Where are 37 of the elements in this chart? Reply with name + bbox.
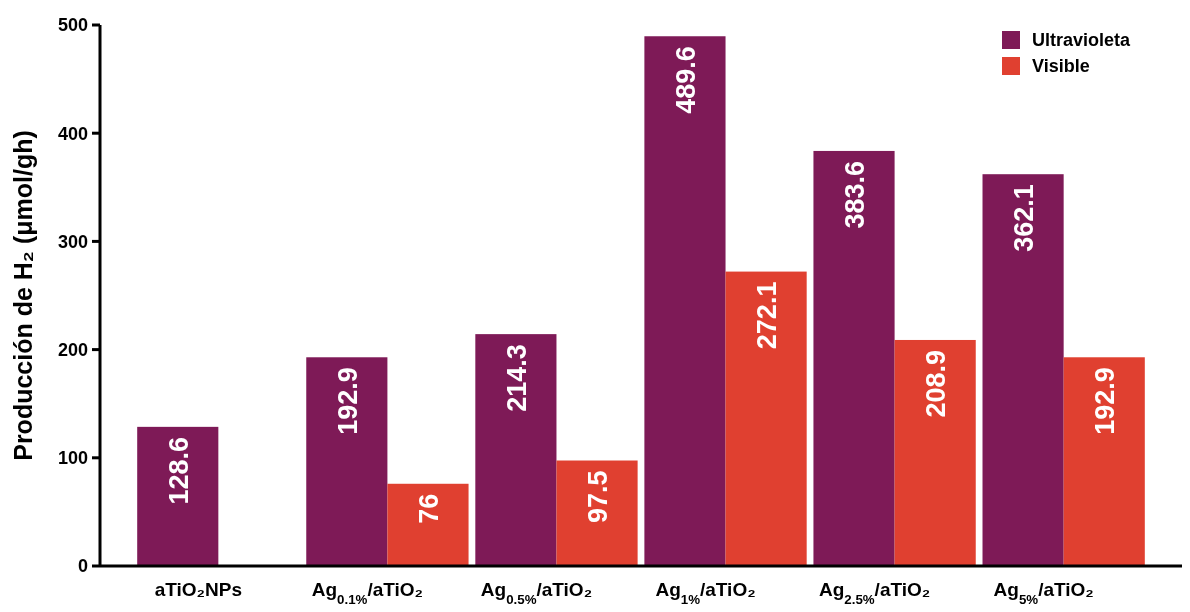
bar <box>475 334 557 566</box>
x-tick-label: Ag$_{0.5%}$/aTiO₂ <box>480 579 593 607</box>
data-label: 192.9 <box>1090 367 1121 435</box>
bar <box>813 150 895 566</box>
bar <box>556 460 638 566</box>
data-label: 214.3 <box>501 344 532 412</box>
x-tick-label: Ag$_{5%}$/aTiO₂ <box>993 579 1094 607</box>
bar <box>1063 357 1145 566</box>
y-tick-label: 500 <box>57 15 88 36</box>
y-tick-label: 400 <box>57 123 88 144</box>
y-tick-label: 300 <box>57 231 88 252</box>
data-label: 97.5 <box>583 470 614 524</box>
data-label: 76 <box>413 493 444 524</box>
y-tick-label: 100 <box>57 448 88 469</box>
bar <box>306 357 388 566</box>
x-tick-label: aTiO₂NPs <box>154 579 242 600</box>
bar <box>982 174 1064 566</box>
bar <box>644 36 726 566</box>
x-tick-label: Ag$_{0.1%}$/aTiO₂ <box>311 579 424 607</box>
data-label: 128.6 <box>163 436 194 505</box>
x-tick-label: Ag$_{2.5%}$/aTiO₂ <box>818 579 931 607</box>
y-tick-label: 200 <box>57 339 88 360</box>
bar <box>725 271 807 566</box>
legend-label: Visible <box>1032 56 1090 77</box>
data-label: 489.6 <box>670 46 701 114</box>
data-label: 383.6 <box>840 160 871 229</box>
data-label: 272.1 <box>752 281 783 350</box>
bar <box>894 339 976 566</box>
data-label: 208.9 <box>921 349 952 418</box>
bar <box>387 483 469 566</box>
legend-label: Ultravioleta <box>1032 30 1132 51</box>
y-tick-label: 0 <box>77 556 88 577</box>
y-axis-title: Producción de H₂ (μmol/gh) <box>9 130 37 461</box>
bar <box>137 426 219 566</box>
data-label: 362.1 <box>1009 184 1040 252</box>
x-tick-label: Ag$_{1%}$/aTiO₂ <box>655 579 756 607</box>
data-label: 192.9 <box>332 367 363 435</box>
